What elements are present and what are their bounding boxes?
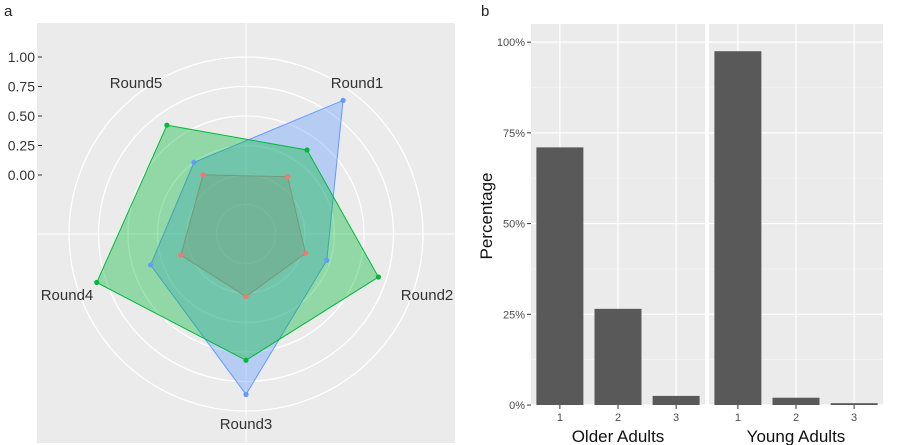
radar-point-s0-0: [285, 174, 291, 180]
radar-series: [96, 99, 380, 396]
bar-y-tick-label-1: 25%: [503, 309, 525, 321]
radar-gridline-ring-5: [68, 56, 424, 412]
radar-point-s2-4: [164, 122, 170, 128]
radar-gridline-ring-0: [215, 203, 277, 265]
radar-series-polygon-0: [180, 174, 307, 298]
bar-f1-2: [830, 403, 878, 405]
radar-tick-label-3: 0.75: [8, 79, 35, 95]
bar-f0-1: [594, 308, 642, 405]
radar-tick-label-1: 0.25: [8, 138, 35, 154]
radar-point-s0-4: [200, 172, 206, 178]
radar-axis-label-3: Round3: [220, 416, 273, 433]
bar-x-tick-label: 2: [615, 412, 621, 424]
bar-y-tick-label-2: 50%: [503, 219, 525, 231]
bar-f0-0: [536, 147, 584, 405]
radar-point-s2-2: [243, 357, 249, 363]
radar-axis-label-2: Round2: [401, 287, 454, 304]
bar-f0-2: [652, 395, 700, 405]
bar-x-tick-label: 2: [793, 412, 799, 424]
radar-tick-label-0: 0.00: [8, 167, 35, 183]
bar-x-tick-label: 3: [851, 412, 857, 424]
bar-x-tick-label: 3: [673, 412, 679, 424]
radar-series-polygon-2: [96, 124, 380, 361]
radar-tick-label-2: 0.50: [8, 108, 35, 124]
bar-chart: 1 2 3 Older Adults 1 2 3 Young Adults 0% 25% 50% 75…: [477, 24, 883, 445]
radar-gridline-ring-2: [156, 144, 336, 324]
radar-tick-labels: 0.00 0.25 0.50 0.75 1.00: [8, 49, 42, 183]
bar-f1-0: [714, 51, 762, 405]
radar-point-s2-0: [304, 147, 310, 153]
bar-f1-1: [772, 397, 820, 405]
radar-point-s1-2: [243, 391, 249, 398]
radar-gridline-ring-4: [97, 85, 395, 383]
bar-facet-title-0: Older Adults: [572, 427, 665, 445]
bar-facet-title-1: Young Adults: [747, 427, 846, 445]
radar-tick-label-4: 1.00: [8, 49, 35, 65]
radar-point-s0-1: [302, 250, 309, 256]
radar-points: [94, 97, 382, 398]
radar-gridlines: [37, 23, 455, 443]
bar-y-tick-label-0: 0%: [509, 400, 525, 412]
radar-axis-label-1: Round1: [331, 75, 384, 92]
radar-point-s2-3: [94, 279, 100, 286]
radar-axis-label-5: Round5: [110, 75, 163, 92]
bar-x-tick-label: 1: [557, 412, 563, 424]
radar-series-polygon-1: [150, 99, 344, 396]
radar-point-s1-4: [191, 159, 197, 166]
bar-y-tick-label-4: 100%: [497, 37, 525, 49]
panel-a-label: a: [4, 3, 13, 20]
panel-b-label: b: [481, 3, 489, 20]
bar-facet-0: 1 2 3 Older Adults: [531, 24, 705, 445]
radar-point-s0-2: [243, 293, 249, 300]
radar-point-s1-3: [148, 262, 154, 268]
radar-axis-labels: Round1 Round2 Round3 Round4 Round5: [41, 75, 454, 433]
radar-point-s1-1: [324, 257, 330, 263]
radar-point-s0-3: [178, 252, 184, 258]
radar-chart: 0.000.250.500.751.00 Round1Round2Round3R…: [8, 23, 455, 443]
bar-y-tick-label-3: 75%: [503, 128, 525, 140]
y-axis-title: Percentage: [477, 173, 496, 260]
radar-gridline-ring-3: [127, 115, 365, 353]
bar-facets: 1 2 3 Older Adults 1 2 3 Young Adults 0% 25% 50% 75…: [497, 24, 883, 445]
radar-axis-label-4: Round4: [41, 287, 94, 304]
bar-facet-1: 1 2 3 Young Adults: [709, 24, 883, 445]
bar-x-tick-label: 1: [735, 412, 741, 424]
radar-point-s2-1: [375, 274, 382, 280]
radar-point-s1-0: [340, 97, 346, 103]
